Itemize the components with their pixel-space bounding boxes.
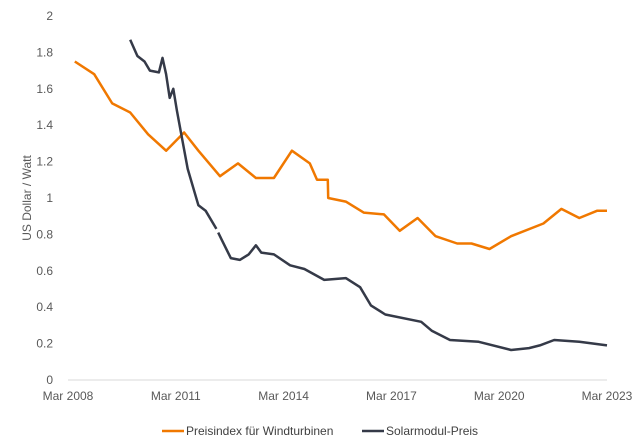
y-tick-label: 0.8	[36, 227, 53, 241]
legend-label: Preisindex für Windturbinen	[186, 424, 333, 438]
y-tick-label: 1.8	[36, 45, 53, 59]
y-tick-label: 1.2	[36, 155, 53, 169]
y-tick-label: 0.2	[36, 337, 53, 351]
y-tick-label: 0.4	[36, 300, 53, 314]
legend: Preisindex für Windturbinen Solarmodul-Pr…	[162, 424, 478, 438]
y-axis-ticks: 0 0.2 0.4 0.6 0.8 1 1.2 1.4 1.6 1.8 2	[36, 9, 53, 387]
legend-label: Solarmodul-Preis	[386, 424, 478, 438]
series-line-solar	[129, 39, 608, 352]
y-axis-title: US Dollar / Watt	[20, 155, 34, 241]
y-tick-label: 0.6	[36, 264, 53, 278]
series-line-wind	[74, 60, 607, 251]
y-tick-label: 2	[46, 9, 53, 23]
x-axis-ticks: Mar 2008 Mar 2011 Mar 2014 Mar 2017 Mar 2020…	[43, 389, 633, 403]
y-tick-label: 1.4	[36, 118, 53, 132]
x-tick-label: Mar 2023	[582, 389, 633, 403]
series-lines	[74, 39, 608, 352]
x-tick-label: Mar 2017	[366, 389, 417, 403]
x-tick-label: Mar 2011	[151, 389, 201, 403]
x-tick-label: Mar 2020	[474, 389, 525, 403]
y-tick-label: 1.6	[36, 82, 53, 96]
x-tick-label: Mar 2008	[43, 389, 94, 403]
x-tick-label: Mar 2014	[258, 389, 309, 403]
y-tick-label: 1	[46, 191, 53, 205]
y-tick-label: 0	[46, 373, 53, 387]
